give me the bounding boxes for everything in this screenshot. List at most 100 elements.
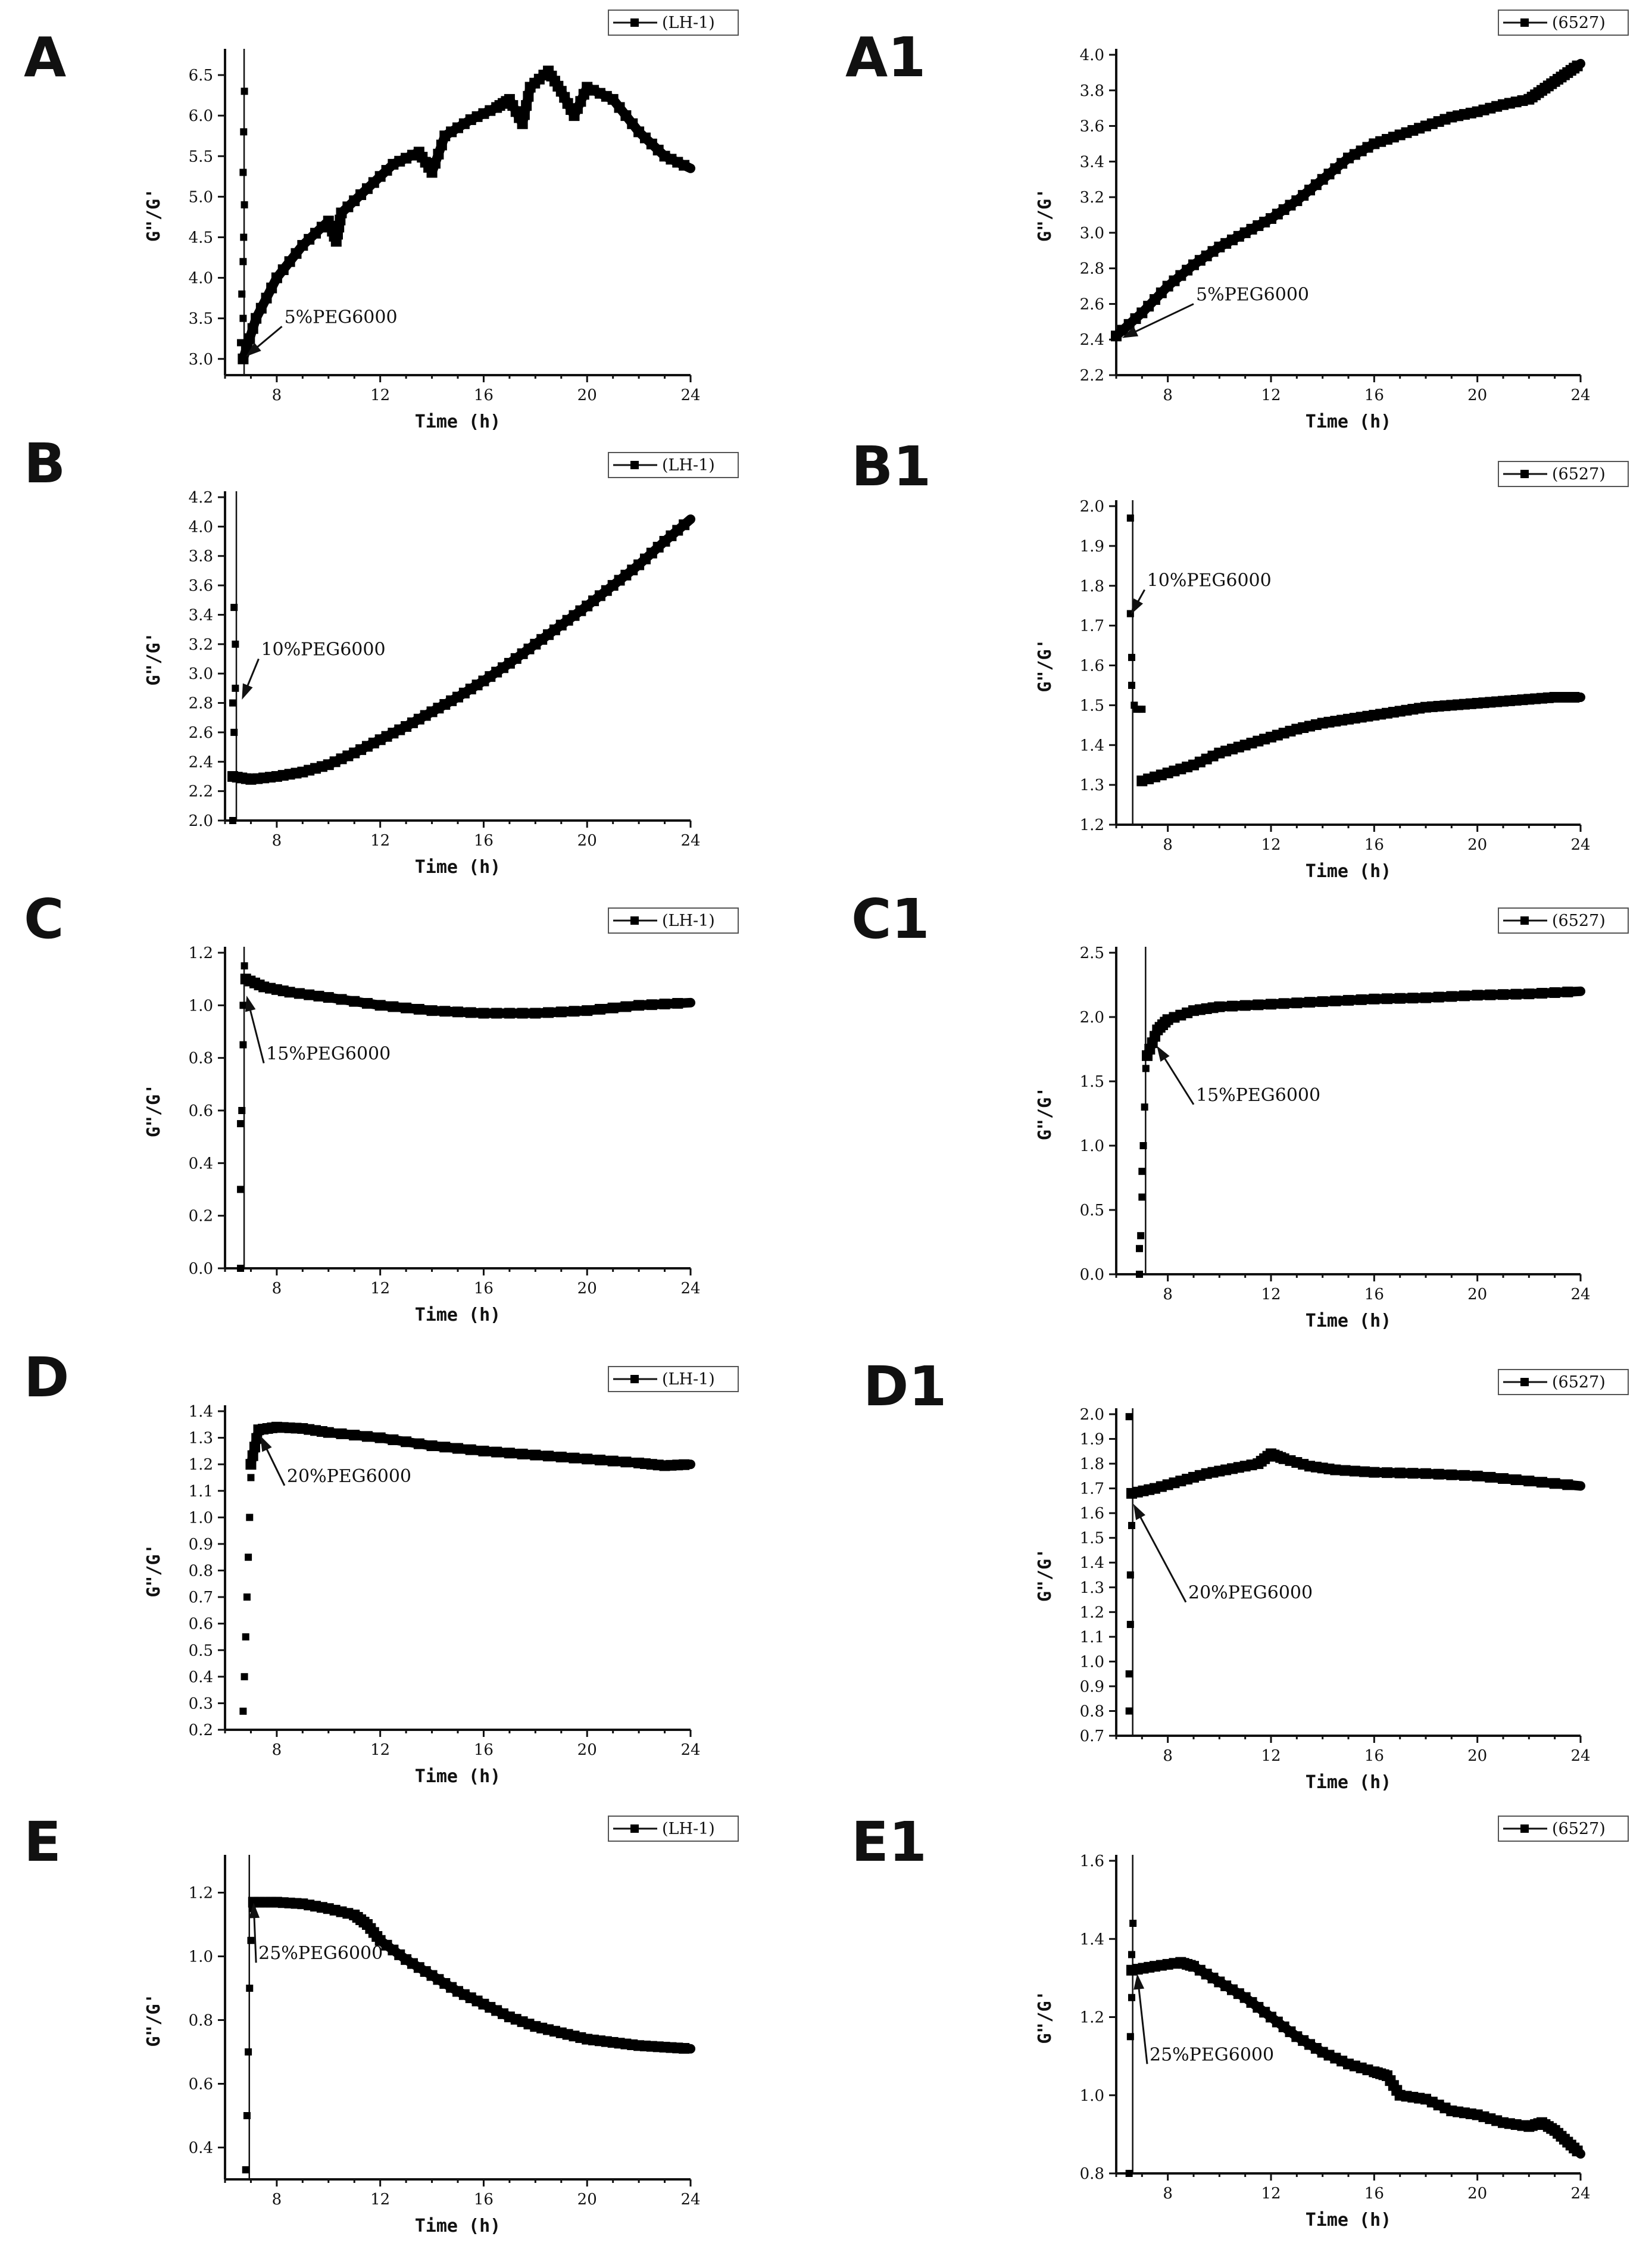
- series-marker: [1459, 990, 1470, 1002]
- series-marker: [349, 996, 360, 1007]
- data-point: [1138, 706, 1146, 713]
- x-tick-label: 8: [272, 386, 282, 404]
- y-tick-label: 1.0: [1080, 1137, 1104, 1155]
- series-marker: [271, 272, 282, 283]
- data-point: [239, 258, 247, 266]
- series-marker: [452, 1006, 463, 1018]
- panel-b1: B1 8 12 16 20 24 1.2 1.3 1.4 1.5 1.6 1.7 1.8 1.9 2.0 Ti…: [851, 435, 1629, 882]
- annotation-arrowhead: [1131, 598, 1144, 615]
- x-tick-label: 12: [1261, 386, 1281, 404]
- y-tick-label: 1.4: [1080, 1554, 1104, 1572]
- panel-letter: C: [24, 887, 64, 951]
- data-point: [239, 1707, 247, 1715]
- annotation-arrow: [253, 1914, 257, 1963]
- y-tick-label: 0.8: [1080, 2165, 1104, 2183]
- series-marker: [569, 1452, 580, 1464]
- y-tick-label: 2.4: [189, 753, 213, 771]
- x-tick-label: 12: [1261, 1286, 1281, 1303]
- series-marker: [478, 1008, 489, 1019]
- series-marker: [1227, 1000, 1238, 1012]
- x-tick-label: 8: [272, 1280, 282, 1297]
- series-marker: [1472, 990, 1483, 1001]
- y-tick-label: 1.3: [1080, 1579, 1104, 1597]
- series-marker: [582, 1005, 593, 1016]
- data-point: [241, 88, 248, 95]
- data-point: [1128, 1994, 1135, 2001]
- data-point: [1142, 1065, 1150, 1072]
- y-tick-label: 1.2: [189, 1456, 213, 1474]
- data-point: [1128, 1521, 1135, 1529]
- series-marker: [374, 1000, 386, 1011]
- legend: (6527): [1498, 1369, 1629, 1395]
- y-tick-label: 0.6: [189, 1615, 213, 1633]
- legend-marker: [630, 916, 639, 925]
- y-tick-label: 0.8: [189, 2012, 213, 2030]
- y-tick-label: 3.0: [1080, 224, 1104, 242]
- annotation-arrow: [1132, 303, 1194, 334]
- series-marker: [1394, 993, 1406, 1004]
- panel-letter: D1: [863, 1355, 947, 1418]
- x-axis-title: Time (h): [1306, 2210, 1392, 2231]
- y-tick-label: 5.0: [189, 188, 213, 206]
- y-tick-label: 4.5: [189, 229, 213, 247]
- x-tick-label: 8: [1163, 1286, 1173, 1303]
- y-tick-label: 3.8: [1080, 82, 1104, 100]
- y-tick-label: 1.2: [189, 944, 213, 962]
- y-tick-label: 0.4: [189, 2139, 213, 2157]
- series-marker: [491, 1446, 502, 1458]
- y-tick-label: 1.0: [1080, 1653, 1104, 1671]
- series-marker: [1382, 993, 1392, 1005]
- series-marker: [646, 999, 657, 1010]
- series-marker: [1485, 1471, 1496, 1483]
- y-tick-label: 4.0: [189, 518, 213, 536]
- panel-letter: A1: [845, 26, 926, 89]
- series-lh-1: [248, 1897, 695, 2054]
- series-marker: [1537, 1477, 1547, 1488]
- x-tick-label: 20: [1467, 836, 1487, 854]
- data-point: [237, 1186, 245, 1193]
- x-tick-label: 24: [680, 2191, 700, 2209]
- x-axis-title: Time (h): [1306, 1311, 1392, 1331]
- x-tick-label: 12: [370, 1741, 390, 1759]
- y-tick-label: 0.8: [189, 1562, 213, 1580]
- legend-marker: [1520, 916, 1529, 925]
- series-marker: [620, 110, 632, 121]
- series-marker: [452, 1443, 463, 1454]
- y-tick-label: 0.9: [1080, 1678, 1104, 1696]
- series-marker: [374, 1432, 386, 1443]
- series-marker: [672, 998, 683, 1009]
- y-tick-label: 2.0: [1080, 498, 1104, 516]
- series-marker: [1339, 1465, 1351, 1476]
- series-marker: [679, 160, 690, 171]
- annotation-label: 20%PEG6000: [287, 1466, 411, 1487]
- x-tick-label: 20: [1467, 386, 1487, 404]
- series-marker: [247, 1450, 258, 1461]
- x-tick-label: 24: [1570, 1286, 1590, 1303]
- y-tick-label: 4.0: [189, 270, 213, 288]
- series-marker: [1420, 1468, 1431, 1479]
- series-marker: [413, 1003, 424, 1015]
- x-tick-label: 12: [370, 1280, 390, 1297]
- panel-c1: C1 8 12 16 20 24 0.0 0.5 1.0 1.5 2.0 2.5 Time (h) G"/…: [851, 887, 1629, 1331]
- series-marker: [491, 1008, 502, 1019]
- series-6527: [1137, 693, 1585, 786]
- y-tick-label: 1.5: [1080, 1073, 1104, 1091]
- y-tick-label: 2.2: [1080, 367, 1104, 385]
- series-marker: [594, 1454, 605, 1465]
- y-axis-title: G"/G': [143, 1543, 164, 1597]
- series-marker: [1369, 993, 1380, 1005]
- series-marker: [1317, 996, 1328, 1008]
- series-marker: [413, 1438, 424, 1449]
- annotation-label: 5%PEG6000: [1196, 284, 1309, 305]
- y-tick-label: 1.0: [189, 997, 213, 1015]
- data-point: [240, 128, 248, 136]
- series-marker: [249, 1442, 260, 1453]
- series-marker: [633, 1000, 645, 1011]
- x-tick-label: 24: [680, 386, 700, 404]
- y-tick-label: 1.2: [189, 1885, 213, 1902]
- data-point: [239, 1002, 247, 1009]
- data-point: [230, 728, 238, 736]
- series-marker: [659, 999, 670, 1010]
- y-tick-label: 0.6: [189, 2076, 213, 2094]
